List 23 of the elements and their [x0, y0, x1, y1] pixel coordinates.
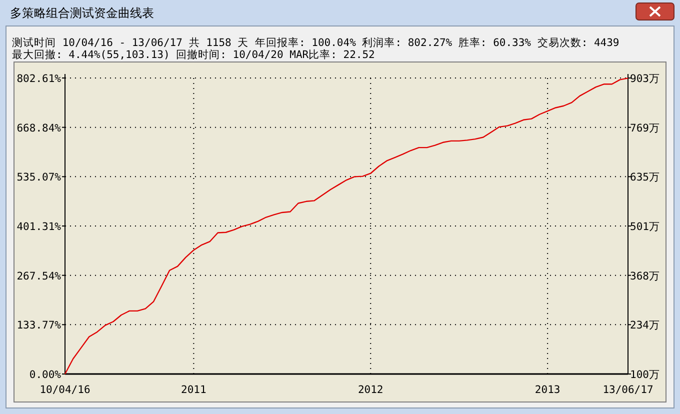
x-tick-label: 13/06/17: [602, 384, 654, 396]
y-tick-label: 0.00%: [29, 369, 62, 381]
y2-tick-label: 234万: [630, 320, 660, 332]
x-tick-label: 2013: [534, 384, 560, 396]
y-tick-label: 802.61%: [16, 73, 62, 85]
y2-tick-label: 368万: [630, 270, 660, 282]
y2-tick-label: 769万: [630, 122, 660, 134]
y-tick-label: 267.54%: [16, 270, 62, 282]
text: 最大回撤: 4.44%(55,103.13) 回撤时间: 10/04/20 MAR比率: 22.52: [12, 48, 375, 61]
y-tick-label: 535.07%: [16, 172, 62, 184]
y2-tick-label: 100万: [630, 369, 660, 381]
y-tick-label: 401.31%: [16, 221, 62, 233]
x-tick-label: 2011: [181, 384, 206, 396]
x-tick-label: 10/04/16: [40, 384, 90, 396]
chart-title: 多策略组合测试资金曲线表: [10, 6, 154, 20]
text: 测试时间 10/04/16 - 13/06/17 共 1158 天 年回报率: 100.04% 利润率: 802.27% 胜率: 60.33% 交易次数: 4439: [12, 36, 620, 49]
y2-tick-label: 501万: [630, 221, 660, 233]
line-series: [64, 78, 629, 375]
y-tick-label: 133.77%: [16, 320, 62, 332]
y-tick-label: 668.84%: [16, 122, 62, 134]
x-tick-label: 2012: [358, 384, 384, 396]
y2-tick-label: 635万: [630, 172, 660, 184]
y2-tick-label: 903万: [630, 73, 660, 85]
